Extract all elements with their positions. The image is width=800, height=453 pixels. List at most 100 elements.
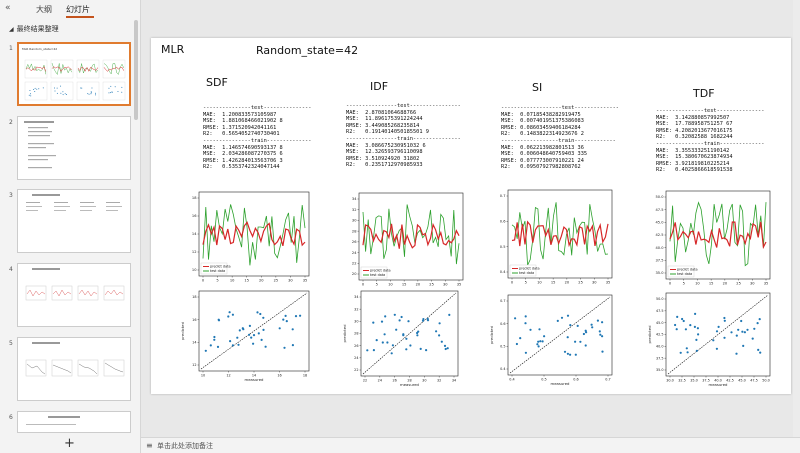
random-state-label[interactable]: Random_state=42 [256, 44, 359, 57]
scatter-point [584, 329, 587, 332]
scatter-point [398, 319, 401, 322]
x-tick-label: 15 [551, 281, 556, 285]
y-tick-label: 28 [354, 332, 358, 336]
legend-box [360, 266, 388, 279]
scatter-point [229, 340, 232, 343]
y-tick-label: 0.5 [500, 345, 505, 349]
legend-predict-label: predict data [210, 265, 231, 269]
scatter-point [236, 336, 239, 339]
y-tick-label: 47.5 [656, 309, 664, 313]
editor-scrollbar[interactable] [793, 0, 800, 437]
metrics-text-tdf[interactable]: ---------------test--------------- MAE: … [656, 108, 765, 174]
slide-thumbnail-5[interactable] [17, 337, 131, 401]
slide-thumbnail-1[interactable]: MLR Random_state=42 [17, 42, 131, 106]
slide-number: 4 [9, 266, 13, 273]
thumb-scatter-point [66, 93, 68, 95]
thumbnail-preview [26, 416, 80, 425]
metrics-text-sdf[interactable]: ---------------test--------------- MAE: … [203, 105, 312, 171]
scatter-point [299, 314, 302, 317]
thumb-scatter-point [60, 92, 62, 94]
notes-placeholder[interactable]: 单击此处添加备注 [157, 442, 213, 450]
scatter-point [696, 327, 700, 330]
scatter-point [543, 335, 546, 338]
scatter-point [231, 344, 234, 347]
x-tick-label: 26 [393, 379, 397, 383]
scatter-point [228, 311, 231, 314]
scatter-point [715, 330, 719, 333]
scatter-point [694, 312, 697, 315]
section-toggle-icon[interactable]: ◢ [9, 26, 14, 33]
predict-data-line [362, 222, 460, 249]
y-tick-label: 22 [352, 261, 357, 265]
x-tick-label: 28 [407, 379, 411, 383]
x-tick-label: 30 [750, 282, 755, 286]
thumb-scatter-point [110, 92, 112, 94]
panel-title-tdf[interactable]: TDF [693, 87, 715, 100]
thumb-scatter-point [88, 93, 90, 95]
x-tick-label: 10 [388, 283, 393, 287]
slide-thumbnail-6[interactable] [17, 411, 131, 433]
scatter-point [569, 353, 572, 356]
panel-title-idf[interactable]: IDF [370, 80, 389, 93]
scatter-point [393, 313, 396, 316]
scatter-point [262, 328, 265, 331]
scatter-point [515, 342, 518, 346]
slide-number: 5 [9, 340, 13, 347]
thumb-predict-line [103, 66, 125, 72]
y-tick-label: 34 [354, 295, 358, 299]
scatter-point [681, 317, 684, 321]
scatter-point [601, 350, 604, 353]
slide-thumbnail-4[interactable] [17, 263, 131, 327]
panel-title-sdf[interactable]: SDF [206, 76, 228, 89]
tab-outline[interactable]: 大纲 [36, 5, 52, 14]
slide-thumbnail-3[interactable] [17, 189, 131, 253]
scatter-point [366, 349, 369, 352]
y-tick-label: 34 [352, 197, 357, 201]
panel-scrollbar[interactable] [134, 20, 138, 120]
scatter-point [740, 319, 743, 323]
tab-slides[interactable]: 幻灯片 [66, 5, 90, 14]
section-header[interactable]: ◢ 最终结果整理 [9, 24, 59, 34]
x-tick-label: 12 [226, 374, 230, 378]
x-axis-label: measured [551, 381, 571, 386]
x-tick-label: 35 [303, 279, 308, 283]
collapse-panel-icon[interactable]: « [5, 3, 11, 13]
x-tick-label: 35 [606, 281, 611, 285]
slide-canvas[interactable]: MLR Random_state=42 SDF IDF SI TDF -----… [151, 38, 791, 394]
metrics-text-si[interactable]: -------------------test-------------- MA… [501, 105, 619, 171]
scatter-point [537, 345, 540, 348]
scatter-point [256, 311, 259, 314]
x-axis-label: measured [245, 377, 265, 382]
line-chart-4: 0 5 10 15 20 25 30 35 35.0 37.5 40.0 42.5 45.0 47.5 50… [655, 190, 771, 286]
panel-title-si[interactable]: SI [532, 81, 543, 94]
scatter-point [259, 312, 262, 316]
scatter-chart-3: 0.4 0.5 0.6 0.7 0.4 0.5 0.6 0.7 measured predicte… [489, 294, 613, 386]
scatter-point [686, 351, 689, 354]
predict-data-line [202, 221, 306, 247]
thumb-test-line [103, 63, 124, 75]
x-tick-label: 20 [723, 282, 728, 286]
scatter-point [402, 334, 405, 337]
notes-bar[interactable]: ≡ 单击此处添加备注 [141, 437, 800, 453]
thumb-plot-frame [50, 81, 74, 101]
scatter-point [715, 347, 719, 350]
scatter-point [524, 322, 527, 325]
scatter-point [435, 330, 438, 333]
y-tick-label: 22 [354, 368, 358, 372]
x-tick-label: 42.5 [726, 379, 734, 383]
y-tick-label: 30 [354, 320, 358, 324]
x-tick-label: 25 [578, 281, 583, 285]
x-tick-label: 30 [592, 281, 597, 285]
scatter-point [405, 337, 408, 340]
identity-line [667, 294, 769, 375]
slide-title[interactable]: MLR [161, 43, 185, 56]
add-slide-button[interactable]: + [64, 436, 75, 451]
metrics-text-idf[interactable]: ----------------test---------------- MAE… [346, 103, 461, 169]
slide-thumbnail-2[interactable] [17, 116, 131, 180]
thumb-scatter-point [94, 92, 96, 94]
y-tick-label: 35.0 [656, 368, 664, 372]
x-tick-label: 0.7 [605, 378, 610, 382]
